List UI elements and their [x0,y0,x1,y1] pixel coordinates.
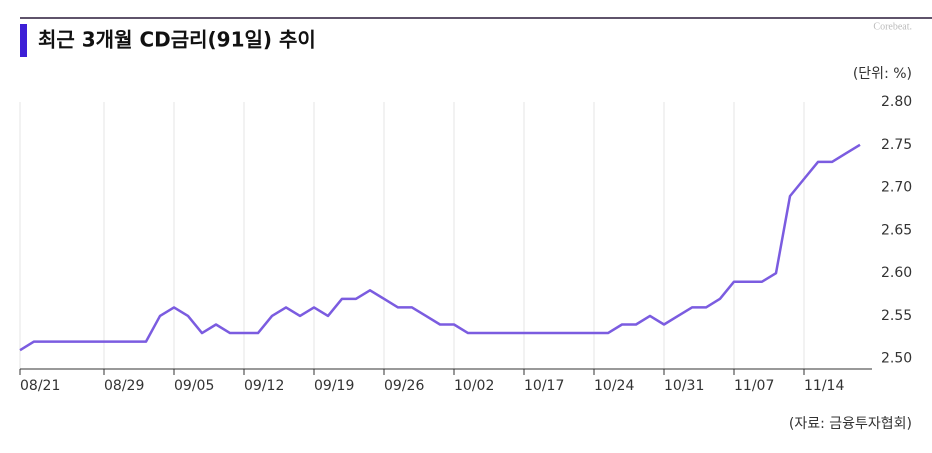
y-tick-label: 2.75 [881,137,912,153]
y-tick-label: 2.55 [881,308,912,324]
x-tick-label: 08/21 [20,378,60,394]
y-tick-label: 2.65 [881,222,912,238]
y-tick-label: 2.70 [881,180,912,196]
brand: Corebeat. [873,21,912,32]
x-tick-label: 11/07 [734,378,774,394]
x-tick-label: 10/17 [524,378,564,394]
title-accent [20,24,27,57]
x-tick-label: 10/31 [664,378,704,394]
x-tick-label: 11/14 [804,378,844,394]
x-tick-label: 10/24 [594,378,634,394]
line-series [19,143,861,352]
unit-label: (단위: %) [853,66,912,82]
chart-title: 최근 3개월 CD금리(91일) 추이 [38,28,316,52]
x-tick-label: 10/02 [454,378,494,394]
y-tick-label: 2.50 [881,351,912,367]
x-tick-label: 09/05 [174,378,214,394]
source: (자료: 금융투자협회) [789,416,912,432]
y-tick-label: 2.60 [881,265,912,281]
x-tick-label: 09/19 [314,378,354,394]
x-tick-label: 08/29 [104,378,144,394]
y-tick-label: 2.80 [881,94,912,110]
x-tick-label: 09/26 [384,378,424,394]
x-tick-label: 09/12 [244,378,284,394]
